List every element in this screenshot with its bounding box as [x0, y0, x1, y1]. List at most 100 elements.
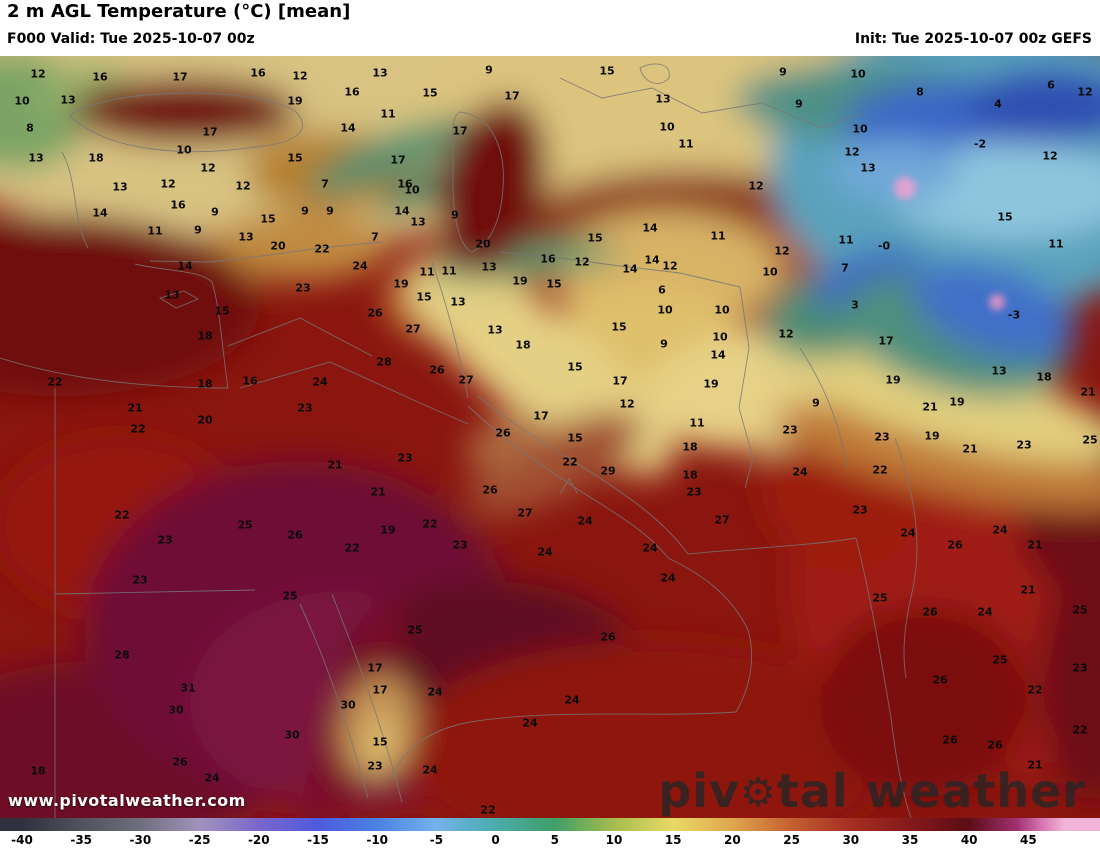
temp-value: 24 — [522, 716, 538, 730]
colorbar-tick: 45 — [1020, 833, 1037, 847]
temp-value: 15 — [599, 64, 615, 78]
temp-value: 23 — [157, 533, 173, 547]
temp-value: 12 — [235, 179, 251, 193]
temp-value: 15 — [214, 304, 230, 318]
temp-value: 9 — [779, 65, 787, 79]
temp-value: 18 — [1036, 370, 1052, 384]
colorbar-tick: -40 — [11, 833, 33, 847]
temp-value: 10 — [852, 122, 868, 136]
temp-value: 9 — [301, 204, 309, 218]
temp-value: 22 — [1027, 683, 1043, 697]
colorbar-tick: -20 — [247, 833, 270, 847]
temp-value: 30 — [168, 703, 184, 717]
temp-value: 10 — [714, 303, 730, 317]
temp-value: 9 — [660, 337, 668, 351]
temp-value: 24 — [900, 526, 916, 540]
colorbar-tick: 5 — [550, 833, 559, 847]
temp-value: 13 — [410, 215, 426, 229]
temperature-map-svg — [0, 56, 1100, 818]
temp-value: 26 — [600, 630, 616, 644]
temp-value: 24 — [642, 541, 658, 555]
temp-value: 9 — [812, 396, 820, 410]
temp-value: 14 — [340, 121, 356, 135]
temp-value: 27 — [714, 513, 730, 527]
colorbar-gradient-strip — [0, 818, 1100, 831]
temp-value: 13 — [164, 288, 180, 302]
temp-value: 11 — [419, 265, 435, 279]
temp-value: 28 — [376, 355, 392, 369]
temp-value: 9 — [451, 208, 459, 222]
temp-value: 24 — [792, 465, 808, 479]
temp-value: 18 — [197, 329, 213, 343]
temp-value: 16 — [242, 374, 258, 388]
temp-value: 24 — [204, 771, 220, 785]
colorbar-tick: 25 — [783, 833, 800, 847]
temp-value: 12 — [662, 259, 678, 273]
valid-time: F000 Valid: Tue 2025-10-07 00z — [7, 31, 255, 47]
temp-value: 7 — [321, 177, 329, 191]
temp-value: 8 — [26, 121, 34, 135]
temp-value: 22 — [1072, 723, 1088, 737]
temp-value: 14 — [177, 259, 193, 273]
logo-text-left: piv — [658, 764, 740, 818]
site-watermark: www.pivotalweather.com — [8, 791, 246, 810]
temp-value: 26 — [947, 538, 963, 552]
temperature-map: 12 16 17 16 12 13 9 15 9 10 6 10 13 19 16 15 17 13 9 8 4 12 8 1… — [0, 56, 1100, 818]
temp-value: -3 — [1007, 308, 1021, 322]
temp-value: 23 — [367, 759, 383, 773]
temp-value: 25 — [282, 589, 298, 603]
temp-value: 10 — [762, 265, 778, 279]
temp-value: 26 — [942, 733, 958, 747]
colorbar-tick: 20 — [724, 833, 741, 847]
temp-value: 13 — [372, 66, 388, 80]
temp-value: 18 — [197, 377, 213, 391]
temp-value: 17 — [390, 153, 406, 167]
temp-value: 24 — [577, 514, 593, 528]
temp-value: 4 — [994, 97, 1002, 111]
temp-value: 21 — [370, 485, 386, 499]
temp-value: 8 — [916, 85, 924, 99]
temp-value: 17 — [612, 374, 628, 388]
temp-value: 18 — [515, 338, 531, 352]
temp-value: 14 — [644, 253, 660, 267]
temp-value: 24 — [537, 545, 553, 559]
temp-value: 17 — [367, 661, 383, 675]
temp-value: 17 — [202, 125, 218, 139]
temp-value: 12 — [200, 161, 216, 175]
temp-value: 14 — [92, 206, 108, 220]
temp-value: 25 — [992, 653, 1008, 667]
temp-value: 19 — [703, 377, 719, 391]
temp-value: 25 — [1072, 603, 1088, 617]
temp-value: 11 — [147, 224, 163, 238]
temp-value: 22 — [562, 455, 578, 469]
temp-value: 19 — [885, 373, 901, 387]
temp-value: 13 — [60, 93, 76, 107]
temp-value: 12 — [774, 244, 790, 258]
temp-value: 13 — [655, 92, 671, 106]
temp-value: 16 — [344, 85, 360, 99]
temp-value: 26 — [367, 306, 383, 320]
temp-value: 22 — [344, 541, 360, 555]
temp-value: 24 — [977, 605, 993, 619]
temp-value: 10 — [657, 303, 673, 317]
temp-value: 26 — [495, 426, 511, 440]
colorbar-tick: 10 — [605, 833, 623, 847]
temp-value: 16 — [250, 66, 266, 80]
temp-value: 14 — [622, 262, 638, 276]
temp-value: 16 — [540, 252, 556, 266]
colorbar-tick: 0 — [491, 833, 500, 847]
temp-value: 16 — [170, 198, 186, 212]
temp-value: 12 — [1077, 85, 1093, 99]
temp-value: 16 — [92, 70, 108, 84]
temp-value: 9 — [211, 205, 219, 219]
temp-value: 25 — [407, 623, 423, 637]
temp-value: 26 — [482, 483, 498, 497]
temp-value: 12 — [1042, 149, 1058, 163]
temp-value: 10 — [712, 330, 728, 344]
temp-value: 27 — [405, 322, 421, 336]
temp-value: 30 — [340, 698, 356, 712]
colorbar-tick: 30 — [842, 833, 860, 847]
temp-value: 19 — [393, 277, 409, 291]
temp-value: 7 — [371, 230, 379, 244]
temp-value: 26 — [922, 605, 938, 619]
